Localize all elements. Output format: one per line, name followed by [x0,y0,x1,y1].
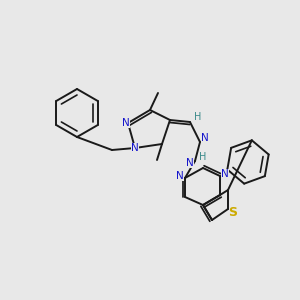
Text: N: N [131,143,139,153]
Text: N: N [201,133,209,143]
Text: N: N [186,158,194,168]
Text: N: N [221,169,229,179]
Text: H: H [199,152,207,162]
Text: S: S [229,206,238,218]
Text: N: N [122,118,130,128]
Text: H: H [194,112,202,122]
Text: N: N [176,171,184,181]
